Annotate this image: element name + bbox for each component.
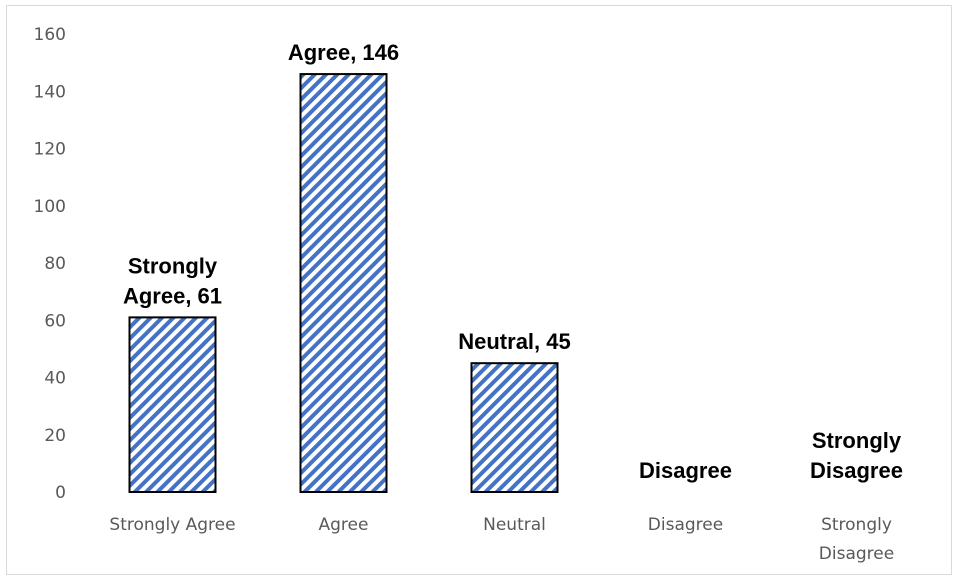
category-labels: Strongly Agree Agree Neutral Disagree Strong… <box>109 515 894 564</box>
data-label: Neutral, 45 <box>458 329 571 354</box>
category-label: Agree <box>319 515 369 535</box>
data-labels: Strongly Agree, 61 Agree, 146 Neutral, 45 Di… <box>123 40 903 483</box>
y-tick-label: 20 <box>44 426 66 446</box>
y-tick-label: 120 <box>34 140 66 160</box>
category-label: Disagree <box>648 515 723 535</box>
y-tick-label: 0 <box>55 483 66 503</box>
data-label: Strongly Agree, 61 <box>123 253 222 308</box>
bar <box>299 73 388 493</box>
y-tick-label: 100 <box>34 197 66 217</box>
bar <box>470 362 559 493</box>
data-label: Strongly Disagree <box>810 428 903 483</box>
y-tick-label: 60 <box>44 311 66 331</box>
bars <box>128 73 559 494</box>
y-tick-label: 80 <box>44 254 66 274</box>
y-tick-label: 40 <box>44 369 66 389</box>
chart-frame: 0 20 40 60 80 100 120 140 160 Strongly Agree, 61 A… <box>6 5 952 575</box>
data-label: Agree, 146 <box>288 40 399 65</box>
bar <box>128 316 217 494</box>
bar-chart: 0 20 40 60 80 100 120 140 160 Strongly Agree, 61 A… <box>34 25 903 564</box>
data-label: Disagree <box>639 458 732 483</box>
y-tick-label: 160 <box>34 25 66 45</box>
category-label: Strongly Agree <box>109 515 235 535</box>
y-axis-ticks: 0 20 40 60 80 100 120 140 160 <box>34 25 66 503</box>
category-label: Strongly Disagree <box>819 515 894 564</box>
y-tick-label: 140 <box>34 82 66 102</box>
category-label: Neutral <box>483 515 546 535</box>
